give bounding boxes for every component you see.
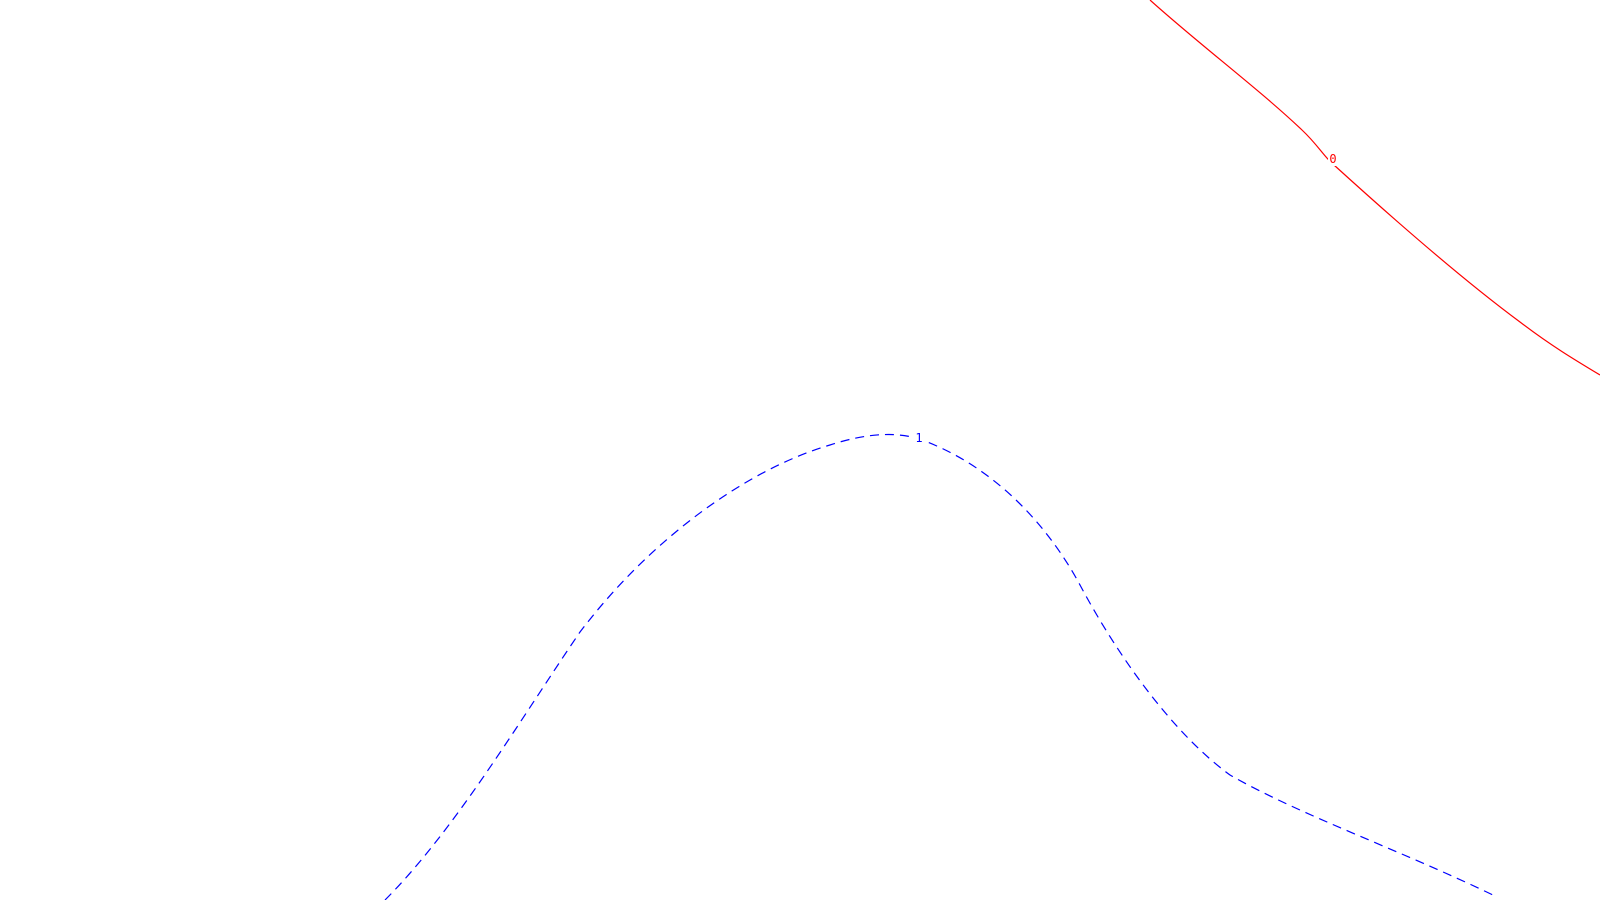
curve-1-label-gap (912, 430, 926, 444)
curve-0-label: 0 (1329, 152, 1336, 166)
curve-1-group: 1 (384, 430, 1496, 900)
curve-0-line (1149, 0, 1600, 376)
curve-1-line (384, 433, 1496, 900)
curve-1-label: 1 (915, 431, 922, 445)
curve-0-label-gap (1328, 152, 1340, 166)
curve-0-group: 0 (1149, 0, 1600, 376)
